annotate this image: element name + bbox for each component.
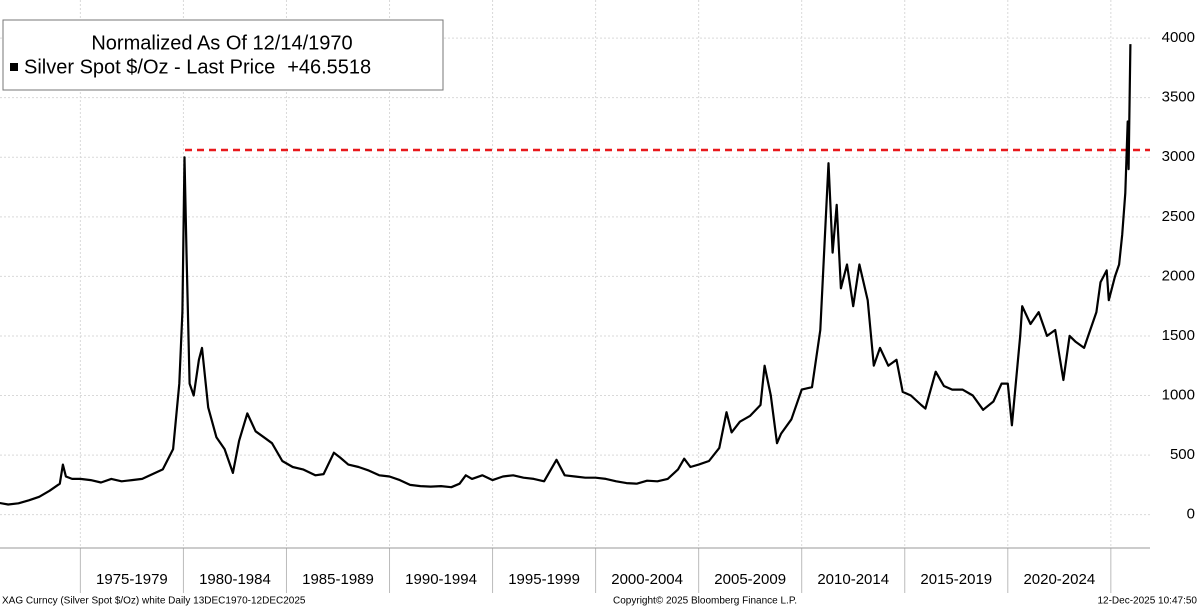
x-tick-label: 1990-1994 — [405, 571, 477, 588]
legend-label: Silver Spot $/Oz - Last Price — [24, 56, 275, 78]
legend-box — [2, 19, 444, 91]
legend-value: +46.5518 — [287, 56, 371, 78]
legend-title: Normalized As Of 12/14/1970 — [91, 32, 352, 54]
y-tick-label: 3000 — [1162, 148, 1195, 165]
y-tick-label: 1000 — [1162, 386, 1195, 403]
x-tick-label: 1975-1979 — [96, 571, 168, 588]
y-tick-label: 500 — [1170, 446, 1195, 463]
y-tick-label: 3500 — [1162, 89, 1195, 106]
x-tick-label: 2010-2014 — [817, 571, 889, 588]
x-tick-label: 2020-2024 — [1023, 571, 1095, 588]
y-tick-label: 4000 — [1162, 29, 1195, 46]
x-tick-label: 1980-1984 — [199, 571, 271, 588]
x-tick-label: 2015-2019 — [920, 571, 992, 588]
legend-marker — [10, 63, 18, 71]
x-tick-label: 1995-1999 — [508, 571, 580, 588]
x-tick-label: 2005-2009 — [714, 571, 786, 588]
price-line — [0, 44, 1132, 506]
y-tick-label: 1500 — [1162, 327, 1195, 344]
x-tick-label: 2000-2004 — [611, 571, 683, 588]
footer-right: 12-Dec-2025 10:47:50 — [1097, 596, 1197, 607]
x-tick-label: 1985-1989 — [302, 571, 374, 588]
y-tick-label: 2000 — [1162, 267, 1195, 284]
footer-left: XAG Curncy (Silver Spot $/Oz) white Dail… — [2, 596, 306, 607]
y-tick-label: 0 — [1187, 506, 1195, 523]
footer-center: Copyright© 2025 Bloomberg Finance L.P. — [613, 596, 797, 607]
y-tick-label: 2500 — [1162, 208, 1195, 225]
